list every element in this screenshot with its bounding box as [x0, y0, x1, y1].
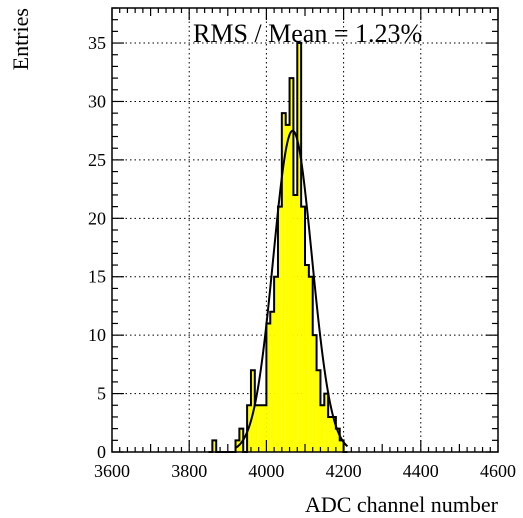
histogram-bar [308, 276, 313, 452]
histogram-bar [270, 311, 275, 452]
histogram-bar [258, 405, 263, 452]
histogram-bar [293, 194, 298, 452]
histogram-bar [339, 440, 344, 452]
histogram-bar [274, 276, 278, 452]
histogram-bar [328, 416, 333, 452]
y-tick-label: 15 [88, 267, 106, 287]
x-tick-labels: 3600 3800 4000 4200 4400 4600 [94, 461, 516, 481]
histogram-bar [254, 405, 259, 452]
histogram-bar [320, 405, 325, 452]
histogram-bar [316, 370, 321, 452]
histogram-bar [212, 440, 217, 452]
histogram-bar [285, 124, 290, 452]
histogram-bar [297, 43, 302, 452]
histogram-bar [335, 428, 340, 452]
x-tick-label: 4400 [403, 461, 439, 481]
y-tick-label: 5 [97, 384, 106, 404]
histogram-bar [305, 265, 309, 452]
y-tick-label: 20 [88, 208, 106, 228]
y-tick-label: 25 [88, 150, 106, 170]
y-tick-labels: 0 5 10 15 20 25 30 35 [88, 33, 106, 462]
histogram-bar [332, 416, 336, 452]
x-tick-label: 3600 [94, 461, 130, 481]
gaussian-fit-curve [234, 129, 349, 449]
histogram-bar [301, 206, 305, 452]
histogram-bar [266, 323, 271, 452]
y-tick-label: 30 [88, 91, 106, 111]
histogram-bars [212, 43, 344, 453]
x-tick-label: 4200 [326, 461, 362, 481]
histogram-bar [289, 78, 294, 453]
x-tick-label: 4600 [480, 461, 516, 481]
histogram-bar [312, 335, 317, 452]
y-axis-title: Entries [8, 8, 33, 70]
x-tick-label: 4000 [248, 461, 284, 481]
y-tick-label: 10 [88, 325, 106, 345]
histogram-bar [324, 393, 329, 452]
histogram-bar [239, 428, 244, 452]
histogram-bar [262, 405, 267, 452]
histogram-outline [208, 42, 348, 453]
y-tick-label: 35 [88, 33, 106, 53]
rms-mean-annotation: RMS / Mean = 1.23% [193, 19, 422, 48]
x-axis-title: ADC channel number [305, 492, 499, 517]
histogram-bar [277, 206, 282, 452]
histogram-bar [281, 113, 286, 452]
x-tick-label: 3800 [171, 461, 207, 481]
axis-ticks [111, 7, 499, 453]
y-tick-label: 0 [97, 442, 106, 462]
